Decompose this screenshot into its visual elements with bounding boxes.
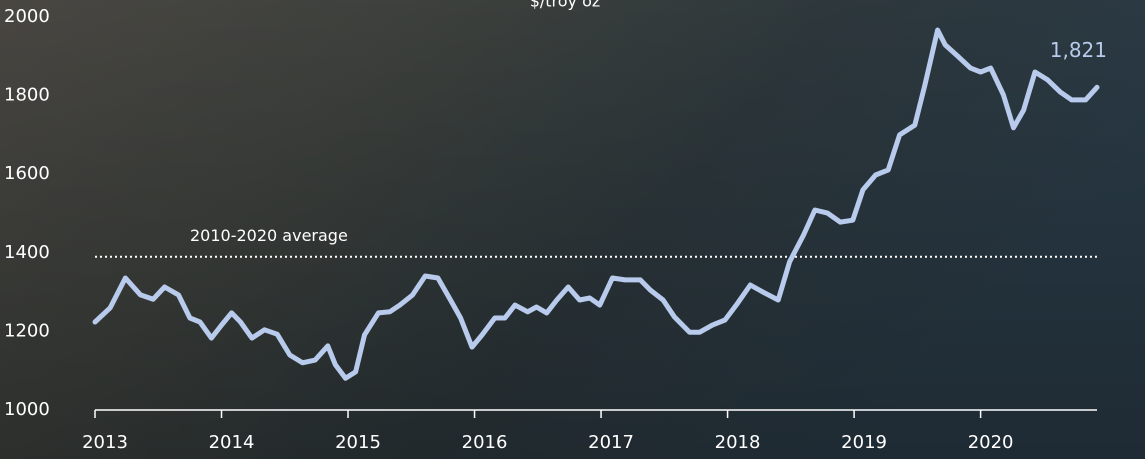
page: {"chart_data": { "type": "line", "subtit… [0,0,1145,459]
y-tick-label: 1400 [4,242,50,263]
x-tick-label: 2016 [462,432,508,453]
y-tick-label: 1800 [4,85,50,106]
x-tick-label: 2017 [588,432,634,453]
x-tick-label: 2019 [841,432,887,453]
x-tick-label: 2013 [82,432,128,453]
x-tick-label: 2015 [335,432,381,453]
chart-subtitle: $/troy oz [530,0,601,11]
chart: $/troy oz 1000 1200 1400 1600 1800 2000 2013 20… [0,0,1145,459]
x-tick-label: 2020 [968,432,1014,453]
y-tick-label: 1000 [4,399,50,420]
y-tick-label: 1200 [4,320,50,341]
y-tick-label: 2000 [4,6,50,27]
x-tick-label: 2018 [715,432,761,453]
y-tick-label: 1600 [4,163,50,184]
x-tick-label: 2014 [209,432,255,453]
reference-label: 2010-2020 average [190,226,348,245]
value-label: 1,821 [1050,38,1107,62]
